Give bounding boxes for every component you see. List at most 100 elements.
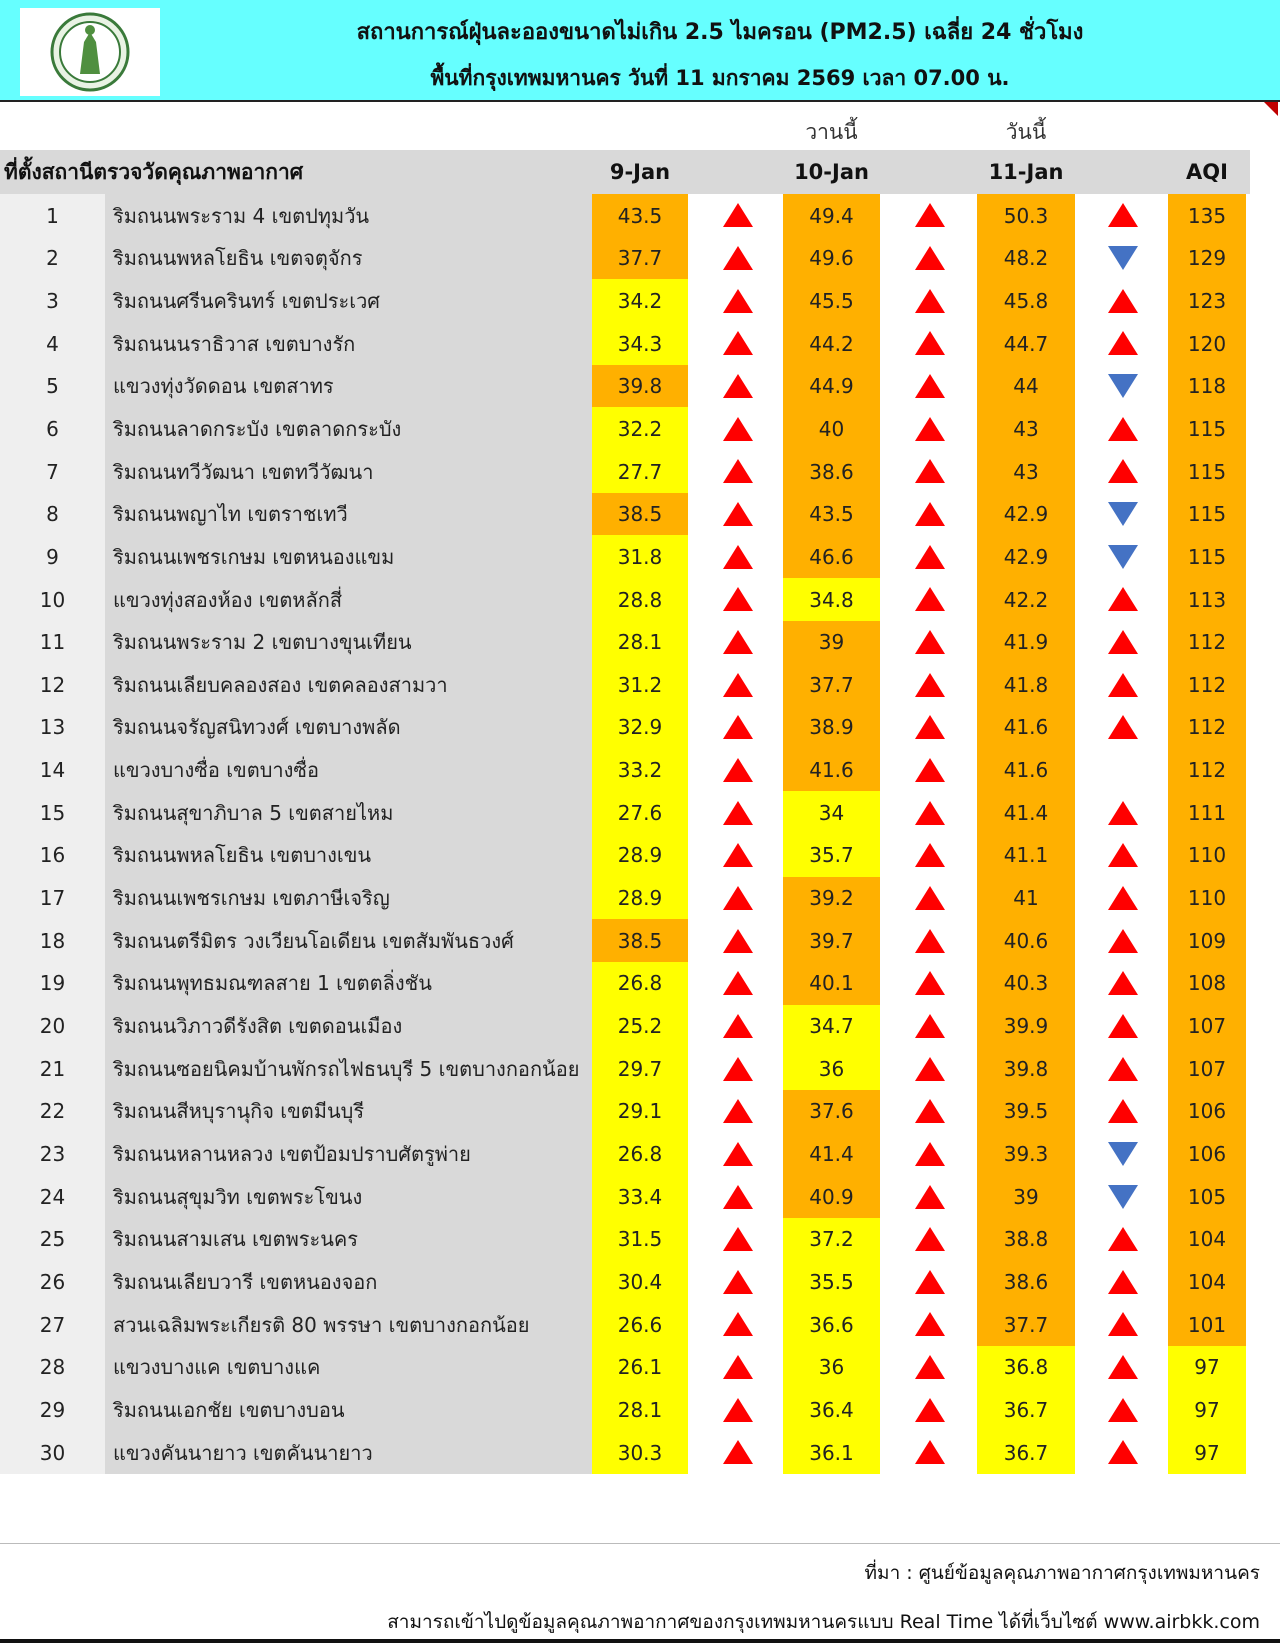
pm25-value: 34 [783,791,880,835]
pm25-value: 36 [783,1345,880,1389]
trend-up [1108,587,1138,612]
aqi-value: 97 [1168,1431,1246,1475]
trend-up [723,971,753,996]
row-number: 20 [0,1004,105,1048]
column-header: 10-Jan [794,160,869,184]
pm25-value: 35.5 [783,1260,880,1304]
pm25-value: 41.4 [977,791,1075,835]
pm25-value: 36.7 [977,1431,1075,1475]
pm25-value: 28.9 [592,876,688,920]
row-number: 14 [0,748,105,792]
pm25-value: 28.1 [592,1388,688,1432]
row-number: 30 [0,1431,105,1475]
pm25-value: 38.9 [783,705,880,750]
pm25-value: 40.3 [977,961,1075,1006]
pm25-value: 27.7 [592,449,688,494]
row-number: 1 [0,194,105,238]
trend-up [915,1312,945,1337]
trend-up [1108,1099,1138,1124]
location: ริมถนนจรัญสนิทวงศ์ เขตบางพลัด [105,705,592,750]
row-number: 2 [0,236,105,280]
aqi-value: 110 [1168,833,1246,878]
trend-up [915,459,945,484]
trend-up [915,544,945,569]
row-number: 25 [0,1217,105,1261]
aqi-value: 101 [1168,1303,1246,1347]
trend-up [1108,1227,1138,1252]
pm25-value: 41.8 [977,663,1075,707]
row-number: 24 [0,1175,105,1219]
trend-up [915,288,945,313]
trend-up [1108,1013,1138,1038]
trend-up [723,843,753,868]
trend-up [915,1184,945,1209]
pm25-value: 44 [977,364,1075,408]
day-label: วันนี้ [1005,120,1047,144]
location: ริมถนนเลียบคลองสอง เขตคลองสามวา [105,663,592,707]
pm25-value: 39.2 [783,876,880,920]
aqi-value: 111 [1168,791,1246,835]
note: สามารถเข้าไปดูข้อมูลคุณภาพอากาศของกรุงเท… [387,1611,1260,1633]
location: ริมถนนหลานหลวง เขตป้อมปราบศัตรูพ่าย [105,1132,592,1176]
column-header: 11-Jan [988,160,1064,184]
trend-down [1108,501,1138,526]
aqi-value: 120 [1168,321,1246,366]
location: แขวงคันนายาว เขตคันนายาว [105,1431,592,1475]
trend-up [915,587,945,612]
row-number: 15 [0,791,105,835]
pm25-value: 40.9 [783,1175,880,1219]
trend-up [915,501,945,526]
trend-up [1108,288,1138,313]
pm25-value: 39.8 [592,364,688,408]
trend-up [1108,885,1138,910]
pm25-value: 44.9 [783,364,880,408]
trend-up [915,757,945,782]
location: ริมถนนพญาไท เขตราชเทวี [105,492,592,536]
trend-up [723,373,753,398]
pm25-value: 40 [783,407,880,451]
trend-up [1108,1355,1138,1380]
aqi-value: 113 [1168,577,1246,622]
trend-up [1108,843,1138,868]
trend-up [915,1269,945,1294]
trend-up [915,373,945,398]
trend-up [723,203,753,228]
trend-up [915,331,945,356]
pm25-value: 40.1 [783,961,880,1006]
pm25-value: 41 [977,876,1075,920]
row-number: 12 [0,663,105,707]
pm25-value: 45.5 [783,279,880,323]
row-number: 26 [0,1260,105,1304]
trend-up [915,416,945,441]
location: แขวงทุ่งสองห้อง เขตหลักสี่ [105,577,592,622]
trend-up [723,1013,753,1038]
pm25-value: 41.4 [783,1132,880,1176]
trend-up [723,629,753,654]
row-number: 5 [0,364,105,408]
pm25-value: 34.3 [592,321,688,366]
row-number: 4 [0,321,105,366]
pm25-value: 42.2 [977,577,1075,622]
trend-up [723,587,753,612]
pm25-value: 26.8 [592,961,688,1006]
row-number: 7 [0,449,105,494]
header-band [0,0,1280,102]
pm25-value: 39 [977,1175,1075,1219]
row-number: 23 [0,1132,105,1176]
pm25-value: 31.2 [592,663,688,707]
pm25-value: 26.8 [592,1132,688,1176]
pm25-value: 36 [783,1047,880,1091]
trend-up [915,1141,945,1166]
row-number: 11 [0,620,105,664]
pm25-value: 27.6 [592,791,688,835]
pm25-value: 25.2 [592,1004,688,1048]
trend-up [723,544,753,569]
pm25-value: 42.9 [977,535,1075,579]
trend-up [915,629,945,654]
pm25-value: 36.8 [977,1345,1075,1389]
trend-up [723,245,753,270]
pm25-value: 31.8 [592,535,688,579]
pm25-value: 37.7 [783,663,880,707]
pm25-value: 41.9 [977,620,1075,664]
